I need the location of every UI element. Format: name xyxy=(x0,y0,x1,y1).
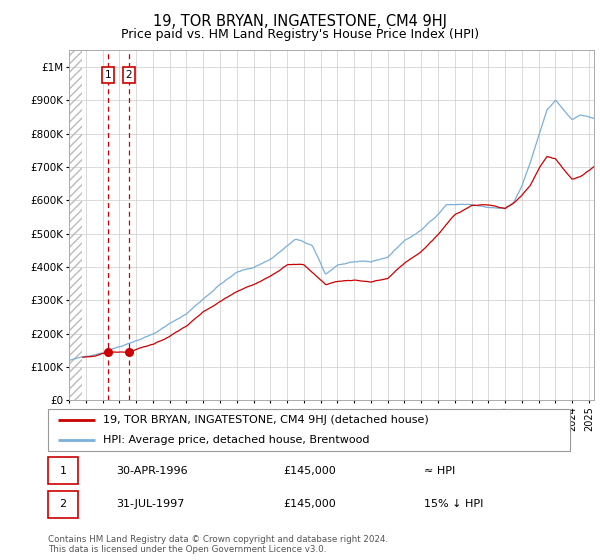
Text: ≈ HPI: ≈ HPI xyxy=(424,466,455,475)
Text: Contains HM Land Registry data © Crown copyright and database right 2024.
This d: Contains HM Land Registry data © Crown c… xyxy=(48,535,388,554)
Text: HPI: Average price, detached house, Brentwood: HPI: Average price, detached house, Bren… xyxy=(103,435,370,445)
Bar xyxy=(48,458,78,484)
Text: 19, TOR BRYAN, INGATESTONE, CM4 9HJ: 19, TOR BRYAN, INGATESTONE, CM4 9HJ xyxy=(153,14,447,29)
Text: 31-JUL-1997: 31-JUL-1997 xyxy=(116,500,184,509)
Text: £145,000: £145,000 xyxy=(283,500,335,509)
Bar xyxy=(69,50,82,400)
Text: £145,000: £145,000 xyxy=(283,466,335,475)
Text: 30-APR-1996: 30-APR-1996 xyxy=(116,466,187,475)
Text: 2: 2 xyxy=(126,71,133,81)
Text: 19, TOR BRYAN, INGATESTONE, CM4 9HJ (detached house): 19, TOR BRYAN, INGATESTONE, CM4 9HJ (det… xyxy=(103,415,428,424)
Text: Price paid vs. HM Land Registry's House Price Index (HPI): Price paid vs. HM Land Registry's House … xyxy=(121,28,479,41)
Text: 15% ↓ HPI: 15% ↓ HPI xyxy=(424,500,483,509)
Text: 1: 1 xyxy=(105,71,112,81)
Bar xyxy=(48,491,78,517)
Bar xyxy=(69,50,82,400)
Text: 1: 1 xyxy=(59,466,67,475)
Text: 2: 2 xyxy=(59,500,67,509)
